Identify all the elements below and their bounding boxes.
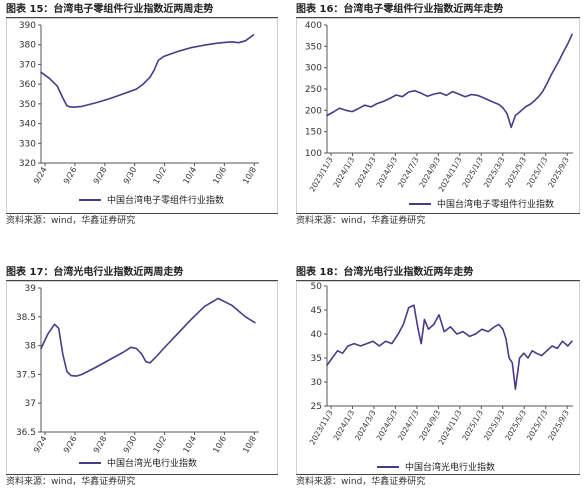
x-tick-label: 10/8 bbox=[241, 166, 258, 186]
panel-18-source: 资料来源：wind，华鑫证券研究 bbox=[296, 477, 426, 487]
x-tick-label: 10/4 bbox=[181, 435, 198, 455]
panel-16-source: 资料来源：wind，华鑫证券研究 bbox=[296, 216, 426, 226]
y-tick-label: 38 bbox=[25, 342, 37, 352]
y-tick-label: 380 bbox=[19, 41, 36, 51]
y-tick-label: 200 bbox=[305, 106, 322, 116]
y-tick-label: 330 bbox=[19, 139, 36, 149]
panel-18-source-rule bbox=[296, 474, 580, 475]
panel-17-chart-frame: 36.5 37 37.5 38 38.5 39 9/24 9/26 9/28 9/30 10/2 10… bbox=[6, 281, 278, 475]
x-tick-label: 9/30 bbox=[122, 166, 139, 186]
y-tick-label: 100 bbox=[305, 149, 322, 159]
series-line bbox=[40, 34, 255, 108]
panel-18-legend-label: 中国台湾光电行业指数 bbox=[405, 463, 496, 473]
panel-16-title: 图表 16：台湾电子零组件行业指数近两年走势 bbox=[296, 4, 504, 15]
x-tick-label: 2025/9/3 bbox=[546, 155, 571, 189]
panel-17-legend-label: 中国台湾光电行业指数 bbox=[107, 459, 198, 469]
x-tick-label: 10/2 bbox=[152, 435, 169, 455]
y-tick-label: 340 bbox=[19, 120, 36, 130]
y-tick-label: 39 bbox=[25, 284, 37, 294]
x-tick-label: 9/28 bbox=[92, 166, 109, 186]
panel-18-title: 图表 18：台湾光电行业指数近两年走势 bbox=[296, 267, 474, 278]
panel-15-source-rule bbox=[6, 213, 278, 214]
x-tick-label: 2023/11/3 bbox=[308, 155, 335, 193]
panel-18-legend-swatch bbox=[377, 465, 399, 468]
panel-16-legend-label: 中国台湾电子零组件行业指数 bbox=[437, 200, 555, 210]
panel-15-legend: 中国台湾电子零组件行业指数 bbox=[79, 193, 224, 206]
x-tick-label: 9/30 bbox=[122, 435, 139, 455]
panel-18-chart-frame: 25 30 35 40 45 50 2023/11/3 2024/1/3 2024/3/3 202… bbox=[296, 281, 580, 475]
y-tick-label: 150 bbox=[305, 128, 322, 138]
panel-18-chart: 2530354045502023/11/32024/1/32024/3/3202… bbox=[308, 282, 573, 446]
panel-18-title-rule bbox=[296, 280, 580, 281]
panel-15: 图表 15：台湾电子零组件行业指数近两周走势 320 330 340 350 360 37… bbox=[6, 2, 278, 230]
y-tick-label: 320 bbox=[19, 159, 36, 169]
panel-16-legend: 中国台湾电子零组件行业指数 bbox=[409, 197, 554, 210]
y-tick-label: 35 bbox=[311, 354, 322, 364]
y-tick-label: 250 bbox=[305, 85, 322, 95]
panel-16: 图表 16：台湾电子零组件行业指数近两年走势 100 150 200 250 300 35… bbox=[296, 2, 580, 230]
y-tick-label: 350 bbox=[19, 100, 36, 110]
y-tick-label: 25 bbox=[311, 402, 322, 412]
panel-17-source: 资料来源：wind，华鑫证券研究 bbox=[6, 477, 136, 487]
y-tick-label: 37.5 bbox=[16, 370, 36, 380]
y-tick-label: 36.5 bbox=[16, 428, 36, 438]
y-tick-label: 400 bbox=[305, 21, 322, 31]
y-tick-label: 37 bbox=[25, 399, 36, 409]
panel-17-legend: 中国台湾光电行业指数 bbox=[79, 456, 197, 469]
y-tick-label: 50 bbox=[311, 282, 323, 292]
y-tick-label: 360 bbox=[19, 80, 36, 90]
x-tick-label: 10/6 bbox=[211, 166, 228, 186]
panel-15-title: 图表 15：台湾电子零组件行业指数近两周走势 bbox=[6, 4, 214, 15]
y-tick-label: 38.5 bbox=[16, 313, 36, 323]
panel-15-title-rule bbox=[6, 17, 278, 18]
x-tick-label: 2023/11/3 bbox=[308, 408, 335, 446]
x-tick-label: 10/6 bbox=[211, 435, 228, 455]
series-line bbox=[326, 304, 573, 390]
panel-16-chart: 1001502002503003504002023/11/32024/1/320… bbox=[305, 21, 573, 193]
panel-15-source: 资料来源：wind，华鑫证券研究 bbox=[6, 216, 136, 226]
y-tick-label: 30 bbox=[311, 378, 323, 388]
x-tick-label: 9/26 bbox=[62, 435, 79, 455]
panel-16-legend-swatch bbox=[409, 202, 431, 205]
y-tick-label: 350 bbox=[305, 42, 322, 52]
y-tick-label: 45 bbox=[311, 306, 322, 316]
x-tick-label: 9/28 bbox=[92, 435, 109, 455]
y-tick-label: 40 bbox=[311, 330, 323, 340]
panel-15-legend-swatch bbox=[79, 198, 101, 201]
x-tick-label: 9/26 bbox=[62, 166, 79, 186]
x-tick-label: 10/4 bbox=[181, 166, 198, 186]
panel-16-chart-frame: 100 150 200 250 300 350 400 2023/11/3 2024/1/3 20… bbox=[296, 18, 580, 214]
series-line bbox=[40, 297, 256, 377]
panel-17-title: 图表 17：台湾光电行业指数近两周走势 bbox=[6, 267, 184, 278]
series-line bbox=[326, 33, 573, 129]
panel-17-title-rule bbox=[6, 280, 278, 281]
panel-16-title-rule bbox=[296, 17, 580, 18]
panel-18-legend: 中国台湾光电行业指数 bbox=[377, 460, 495, 473]
x-tick-label: 10/2 bbox=[152, 166, 169, 186]
panel-18: 图表 18：台湾光电行业指数近两年走势 25 30 35 40 45 50 2023/11/… bbox=[296, 265, 580, 491]
panel-16-source-rule bbox=[296, 213, 580, 214]
panel-17-legend-swatch bbox=[79, 461, 101, 464]
y-tick-label: 300 bbox=[305, 64, 322, 74]
x-tick-label: 10/8 bbox=[241, 435, 258, 455]
panel-15-legend-label: 中国台湾电子零组件行业指数 bbox=[107, 196, 225, 206]
panel-17: 图表 17：台湾光电行业指数近两周走势 36.5 37 37.5 38 38.5 39 9/… bbox=[6, 265, 278, 491]
x-tick-label: 2025/9/3 bbox=[546, 408, 571, 442]
y-tick-label: 390 bbox=[19, 21, 36, 31]
panel-17-source-rule bbox=[6, 474, 278, 475]
panel-15-chart-frame: 320 330 340 350 360 370 380 390 9/24 9/26 9/28 9/30… bbox=[6, 18, 278, 214]
y-tick-label: 370 bbox=[19, 60, 36, 70]
